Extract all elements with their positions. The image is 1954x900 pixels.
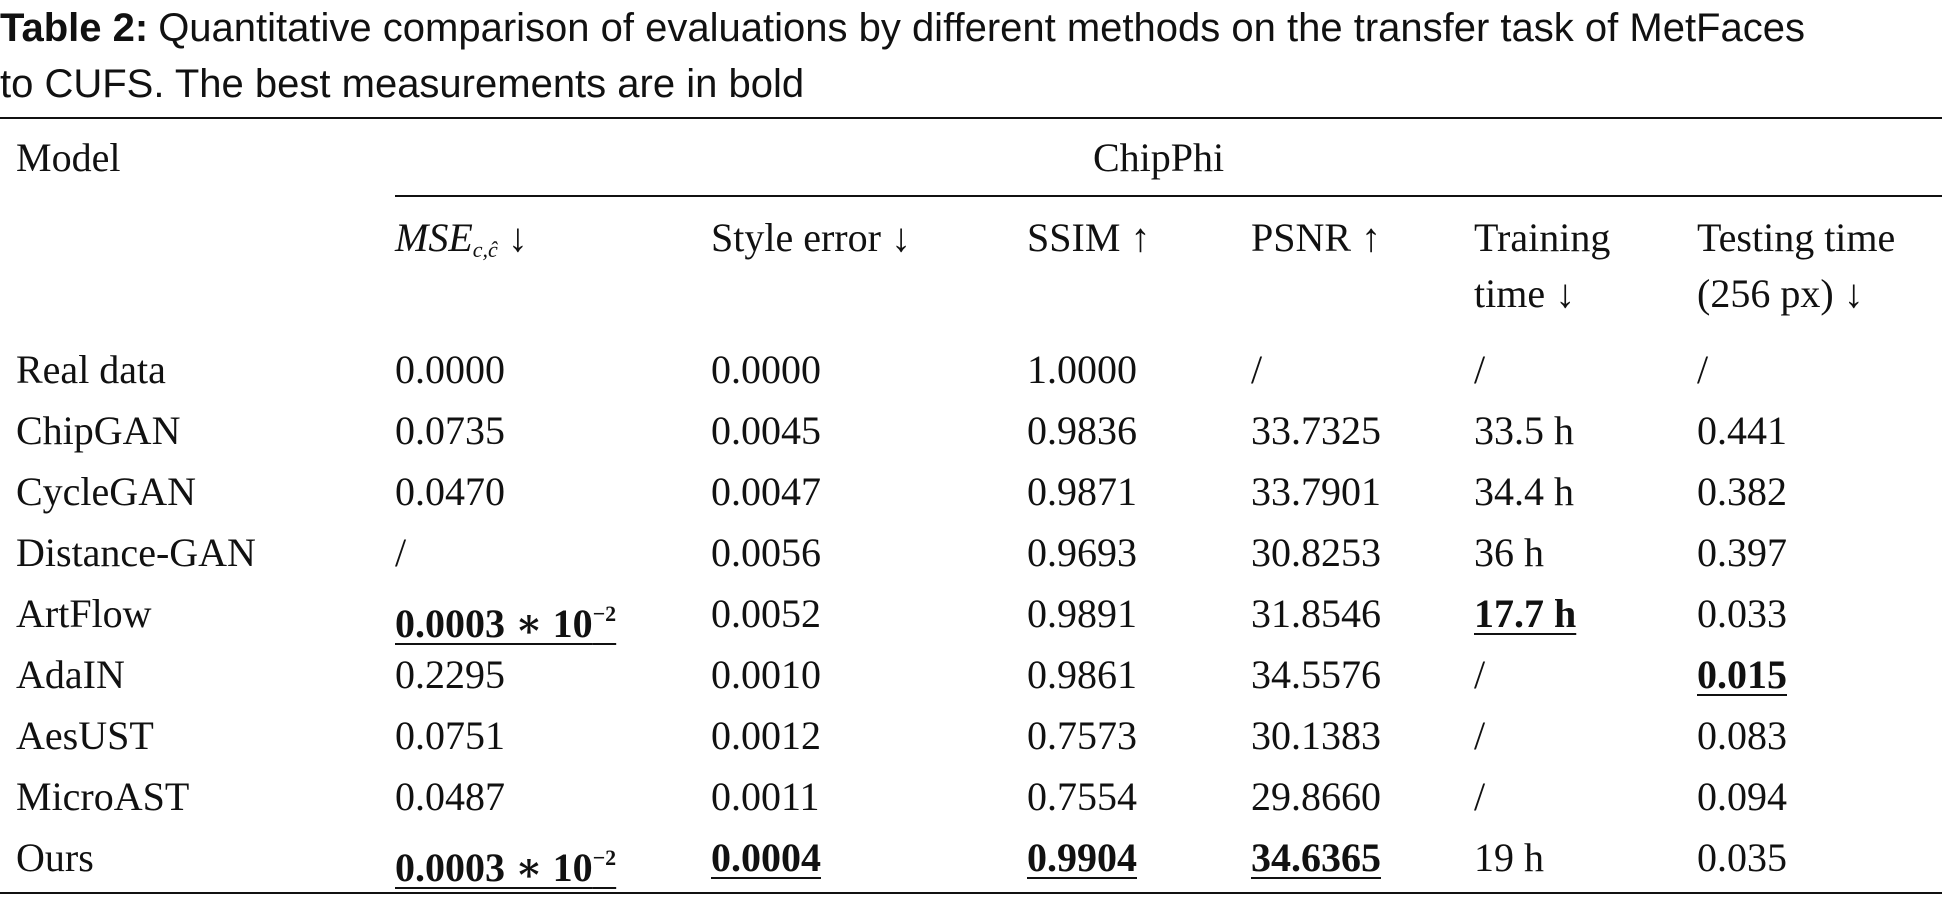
table-caption: Table 2: Quantitative comparison of eval…: [0, 0, 1954, 112]
row-model-name: AdaIN: [16, 652, 125, 697]
table-cell: /: [1251, 347, 1263, 392]
header-model: Model: [16, 135, 121, 180]
table-cell: 0.0000: [395, 347, 505, 392]
table-cell: 34.5576: [1251, 652, 1381, 697]
table-cell: 1.0000: [1027, 347, 1137, 392]
row-model-name: Distance-GAN: [16, 530, 256, 575]
table-cell: 0.9836: [1027, 408, 1137, 453]
table-cell: /: [1474, 652, 1486, 697]
table-cell: 0.7573: [1027, 713, 1137, 758]
table-cell: /: [1697, 347, 1709, 392]
cell-value: 0.0003 ∗ 10: [395, 845, 593, 890]
row-model-name: ChipGAN: [16, 408, 181, 453]
top-rule: [0, 117, 1942, 119]
table-cell: 0.0735: [395, 408, 505, 453]
table-cell: 0.0003 ∗ 10−2: [395, 590, 616, 648]
caption-line-1: Table 2: Quantitative comparison of eval…: [0, 0, 1954, 56]
table-cell: 0.397: [1697, 530, 1787, 575]
row-model-name: AesUST: [16, 713, 154, 758]
caption-text-2: to CUFS. The best measurements are in bo…: [0, 62, 805, 106]
header-training-line2: time ↓: [1474, 271, 1576, 316]
table-cell: 0.0000: [711, 347, 821, 392]
header-testing-line1: Testing time: [1697, 215, 1896, 260]
cell-exponent: −2: [592, 845, 617, 870]
table-cell: 0.2295: [395, 652, 505, 697]
row-model-name: ArtFlow: [16, 591, 152, 636]
table-cell: 0.015: [1697, 652, 1787, 697]
table-cell: 0.0487: [395, 774, 505, 819]
header-testing-line2: (256 px) ↓: [1697, 271, 1864, 316]
header-col-training: Training time ↓: [1474, 210, 1610, 322]
row-model-name: Ours: [16, 835, 94, 880]
header-col-style-error: Style error ↓: [711, 215, 911, 260]
caption-label: Table 2:: [0, 6, 149, 50]
table-cell: 36 h: [1474, 530, 1544, 575]
table-cell: 30.1383: [1251, 713, 1381, 758]
table-cell: /: [1474, 347, 1486, 392]
table-cell: 0.035: [1697, 835, 1787, 880]
table-cell: /: [1474, 713, 1486, 758]
table-cell: 0.083: [1697, 713, 1787, 758]
table-cell: 0.0012: [711, 713, 821, 758]
table-cell: 0.0011: [711, 774, 820, 819]
table-cell: 0.7554: [1027, 774, 1137, 819]
row-model-name: MicroAST: [16, 774, 190, 819]
table-cell: 34.6365: [1251, 835, 1381, 880]
table-cell: 0.033: [1697, 591, 1787, 636]
bottom-rule: [0, 892, 1942, 894]
header-mse-arrow: ↓: [507, 215, 528, 260]
table-cell: 0.0004: [711, 835, 821, 880]
table-cell: 0.9891: [1027, 591, 1137, 636]
table-cell: 0.382: [1697, 469, 1787, 514]
cell-exponent: −2: [592, 601, 617, 626]
cell-value: 0.0003 ∗ 10: [395, 601, 593, 646]
group-rule: [395, 195, 1942, 197]
table-cell: 0.0045: [711, 408, 821, 453]
table-cell: 0.0470: [395, 469, 505, 514]
header-col-psnr: PSNR ↑: [1251, 215, 1382, 260]
header-mse-sub: c,ĉ: [472, 237, 498, 262]
table-cell: 0.0047: [711, 469, 821, 514]
table-cell: 0.0056: [711, 530, 821, 575]
caption-text-1: Quantitative comparison of evaluations b…: [158, 6, 1805, 50]
header-mse-main: MSE: [395, 215, 473, 260]
table-cell: /: [1474, 774, 1486, 819]
table-cell: 0.094: [1697, 774, 1787, 819]
table-cell: 17.7 h: [1474, 591, 1577, 636]
table-cell: /: [395, 530, 407, 575]
table-cell: 0.0052: [711, 591, 821, 636]
table-cell: 0.9693: [1027, 530, 1137, 575]
table-cell: 30.8253: [1251, 530, 1381, 575]
table-cell: 0.0010: [711, 652, 821, 697]
row-model-name: Real data: [16, 347, 166, 392]
table-cell: 0.9871: [1027, 469, 1137, 514]
table-cell: 33.7901: [1251, 469, 1381, 514]
table-cell: 31.8546: [1251, 591, 1381, 636]
row-model-name: CycleGAN: [16, 469, 196, 514]
header-col-testing: Testing time (256 px) ↓: [1697, 210, 1895, 322]
table-cell: 0.9904: [1027, 835, 1137, 880]
table-cell: 0.0751: [395, 713, 505, 758]
table-cell: 0.441: [1697, 408, 1787, 453]
table-cell: 33.5 h: [1474, 408, 1574, 453]
table-cell: 0.9861: [1027, 652, 1137, 697]
table-cell: 33.7325: [1251, 408, 1381, 453]
header-training-line1: Training: [1474, 215, 1611, 260]
table-cell: 34.4 h: [1474, 469, 1574, 514]
table-cell: 29.8660: [1251, 774, 1381, 819]
table-cell: 19 h: [1474, 835, 1544, 880]
header-col-mse: MSEc,ĉ ↓: [395, 214, 528, 274]
header-col-ssim: SSIM ↑: [1027, 215, 1151, 260]
header-group: ChipPhi: [1093, 135, 1225, 180]
table-cell: 0.0003 ∗ 10−2: [395, 834, 616, 892]
